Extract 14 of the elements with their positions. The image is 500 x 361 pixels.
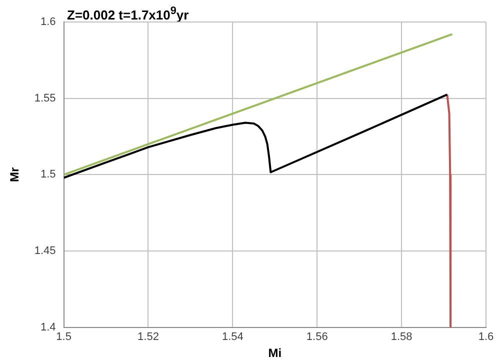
x-tick-label: 1.54	[222, 331, 244, 344]
x-tick-label: 1.52	[138, 331, 159, 344]
y-tick-label: 1.6	[40, 16, 56, 28]
y-tick-label: 1.45	[34, 245, 56, 258]
y-tick-label: 1.5	[40, 168, 56, 181]
y-tick-label: 1.55	[34, 92, 56, 104]
chart-title: Z=0.002 t=1.7x10$^{9}$yr	[67, 5, 189, 22]
x-axis-title: Mi	[268, 346, 282, 360]
x-tick-label: 1.6	[478, 331, 494, 344]
y-axis-title: Mr	[8, 167, 22, 182]
x-tick-label: 1.5	[56, 331, 72, 344]
x-tick-label: 1.56	[306, 331, 328, 344]
x-tick-label: 1.58	[390, 331, 412, 344]
y-tick-label: 1.4	[40, 321, 56, 334]
